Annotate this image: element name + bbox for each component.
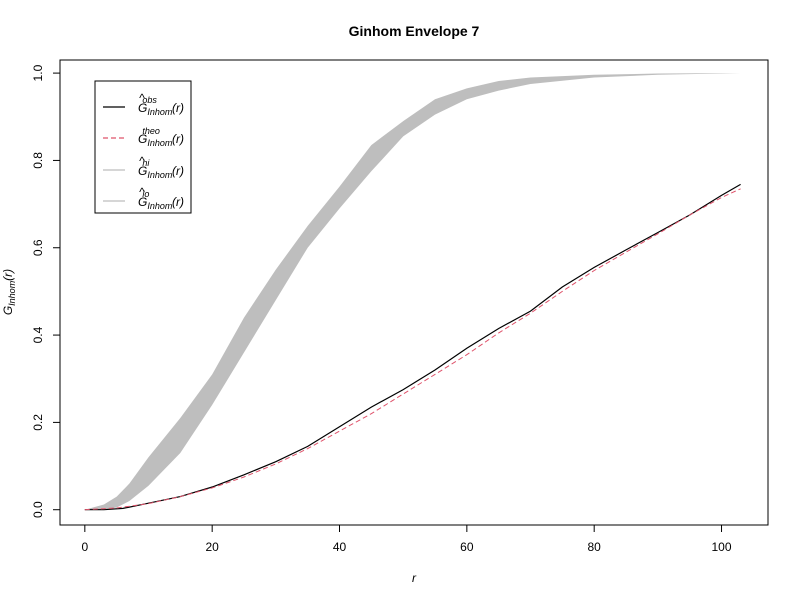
y-axis-label-group: GInhom(r)	[1, 269, 17, 315]
legend-hat-hi: ^	[139, 154, 145, 168]
y-axis-label-base: G	[1, 306, 15, 315]
x-tick-label: 100	[712, 540, 732, 554]
y-axis-label: GInhom(r)	[1, 269, 17, 315]
legend: GInhomobs(r)^GInhomtheo(r)GInhomhi(r)^GI…	[94, 80, 192, 214]
series-layer	[84, 183, 741, 511]
legend-label-theo: GInhomtheo(r)	[138, 126, 184, 148]
y-tick-label: 0.0	[31, 501, 45, 518]
envelope-layer	[84, 73, 741, 510]
y-tick-label: 0.2	[31, 414, 45, 431]
x-axis-label: r	[412, 571, 417, 585]
legend-hat-lo: ^	[139, 185, 145, 199]
y-tick-label: 0.4	[31, 326, 45, 343]
legend-hat-obs: ^	[139, 91, 145, 105]
y-tick-label: 0.8	[31, 152, 45, 169]
x-tick-label: 0	[81, 540, 88, 554]
y-tick-label: 0.6	[31, 239, 45, 256]
y-axis: 0.0 0.2 0.4 0.6 0.8 1.0	[31, 64, 61, 518]
legend-label-obs: GInhomobs(r)	[138, 95, 184, 117]
series-line-obs	[84, 183, 741, 511]
legend-box	[94, 80, 192, 214]
y-tick-label: 1.0	[31, 64, 45, 81]
legend-label-hi: GInhomhi(r)	[138, 158, 184, 180]
x-tick-label: 80	[588, 540, 602, 554]
x-tick-label: 20	[205, 540, 219, 554]
y-axis-label-arg: (r)	[1, 269, 15, 281]
x-tick-label: 40	[333, 540, 347, 554]
series-line-theo	[84, 188, 741, 511]
x-tick-label: 60	[460, 540, 474, 554]
legend-label-lo: GInhomlo(r)	[138, 189, 184, 211]
chart-title: Ginhom Envelope 7	[349, 23, 480, 39]
envelope-band	[84, 73, 741, 510]
y-axis-label-sub: Inhom	[7, 280, 17, 306]
x-axis: 0 20 40 60 80 100	[81, 524, 732, 554]
